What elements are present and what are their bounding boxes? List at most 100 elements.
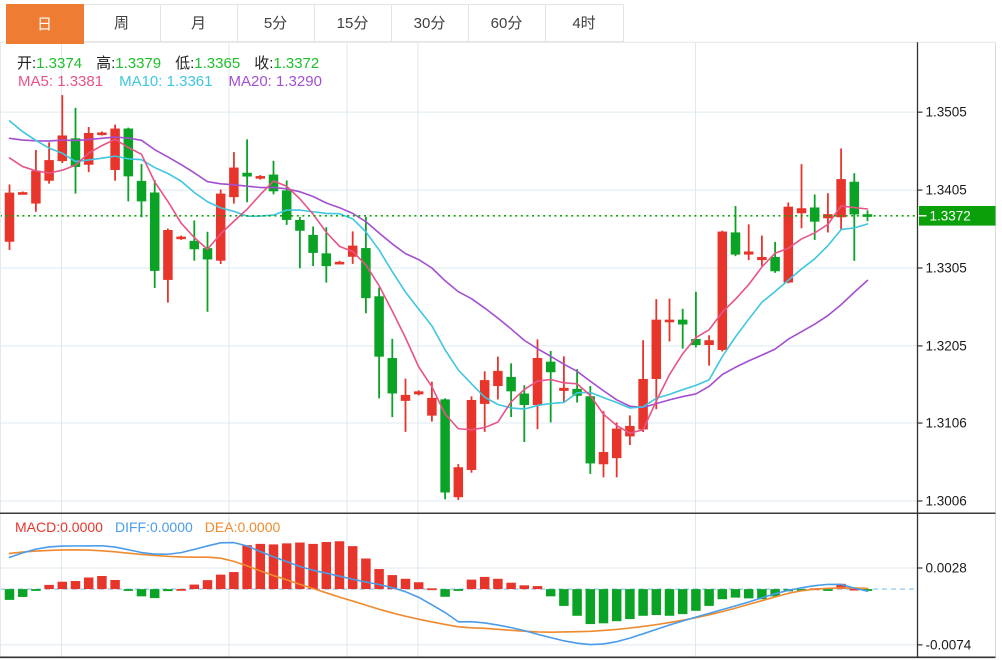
ma10-line bbox=[8, 120, 869, 410]
ma10-readout: MA10: 1.3361 bbox=[119, 73, 213, 90]
candle-body bbox=[176, 236, 186, 240]
candle-body bbox=[519, 393, 530, 405]
candle-body bbox=[440, 399, 450, 493]
tab-5min[interactable]: 5分 bbox=[238, 4, 315, 41]
candle-body bbox=[110, 128, 120, 170]
macd-bar bbox=[849, 588, 860, 591]
candle-body bbox=[255, 176, 266, 179]
candle-body bbox=[585, 396, 596, 464]
candle-body bbox=[97, 132, 107, 136]
candle-body bbox=[387, 358, 398, 394]
macd-bar bbox=[532, 586, 543, 590]
diff-readout: DIFF:0.0000 bbox=[114, 519, 193, 535]
candle-body bbox=[163, 229, 173, 280]
candle-body bbox=[123, 128, 134, 177]
high-readout: 高:1.3379 bbox=[96, 55, 162, 72]
candle-body bbox=[704, 340, 714, 346]
macd-bar bbox=[559, 589, 569, 606]
candle-body bbox=[189, 240, 200, 250]
candle-body bbox=[202, 248, 213, 260]
macd-bar bbox=[17, 589, 28, 597]
macd-bar bbox=[31, 589, 41, 591]
ma-legend: MA5: 1.3381 MA10: 1.3361 MA20: 1.3290 bbox=[18, 73, 322, 90]
tab-month[interactable]: 月 bbox=[161, 4, 238, 41]
candle-body bbox=[493, 370, 503, 387]
current-price-tag bbox=[919, 205, 996, 226]
macd-bar bbox=[361, 558, 371, 590]
macd-bar bbox=[268, 544, 279, 590]
price-axis-label: 1.3006 bbox=[926, 493, 967, 508]
macd-bar bbox=[730, 589, 741, 598]
tab-15min[interactable]: 15分 bbox=[315, 4, 392, 41]
macd-bar bbox=[123, 589, 134, 591]
macd-bar bbox=[4, 589, 15, 600]
candle-body bbox=[466, 399, 477, 470]
price-axis-label: 1.3505 bbox=[926, 105, 967, 120]
candle-body bbox=[83, 132, 94, 165]
dea-readout: DEA:0.0000 bbox=[204, 519, 281, 535]
candle-body bbox=[4, 192, 15, 242]
candle-body bbox=[770, 256, 780, 272]
candle-body bbox=[638, 378, 648, 430]
candle-body bbox=[717, 231, 728, 350]
macd-bar bbox=[229, 572, 239, 590]
tab-30min[interactable]: 30分 bbox=[392, 4, 469, 41]
price-axis-label: 1.3405 bbox=[926, 183, 967, 198]
candle-body bbox=[611, 428, 622, 459]
tab-4hour[interactable]: 4时 bbox=[572, 15, 596, 33]
macd-bar bbox=[545, 589, 556, 597]
candle-body bbox=[215, 193, 226, 261]
ohlc-legend: 开:1.3374 高:1.3379 低:1.3365 收:1.3372 bbox=[17, 52, 319, 73]
candle-body bbox=[836, 179, 846, 218]
ma5-readout: MA5: 1.3381 bbox=[18, 73, 104, 90]
macd-bar bbox=[453, 589, 464, 591]
tab-day[interactable]: 日 bbox=[5, 3, 84, 44]
candle-body bbox=[229, 167, 239, 198]
macd-bar bbox=[321, 542, 332, 590]
candle-body bbox=[559, 387, 569, 391]
dea-line bbox=[8, 549, 869, 633]
diff-line bbox=[8, 541, 869, 646]
macd-bar bbox=[757, 589, 767, 600]
candle-body bbox=[321, 253, 332, 267]
candle-body bbox=[308, 234, 318, 253]
macd-bar bbox=[572, 589, 582, 616]
macd-bar bbox=[743, 589, 754, 599]
macd-bar bbox=[506, 582, 516, 590]
macd-bar bbox=[651, 589, 662, 616]
macd-bar bbox=[136, 589, 147, 597]
candle-body bbox=[479, 380, 490, 404]
tab-week[interactable]: 周 bbox=[84, 4, 161, 41]
candle-body bbox=[281, 190, 292, 220]
macd-bar bbox=[585, 589, 596, 625]
candle-body bbox=[427, 397, 437, 416]
candle-body bbox=[400, 394, 411, 401]
candle-body bbox=[757, 256, 767, 261]
macd-readout: MACD:0.0000 bbox=[15, 519, 103, 535]
macd-bar bbox=[717, 589, 728, 600]
candle-body bbox=[625, 425, 635, 437]
candle-body bbox=[31, 170, 41, 204]
candle-body bbox=[295, 219, 305, 231]
macd-bar bbox=[598, 589, 609, 624]
tab-60min[interactable]: 60分 bbox=[469, 4, 546, 41]
macd-bar bbox=[862, 589, 873, 591]
candle-body bbox=[545, 361, 556, 373]
candle-body bbox=[361, 248, 371, 299]
macd-bar bbox=[519, 585, 530, 590]
macd-bar bbox=[400, 578, 411, 590]
macd-bar bbox=[625, 589, 635, 620]
candle-body bbox=[413, 391, 424, 395]
ma20-line bbox=[8, 136, 869, 409]
macd-bar bbox=[374, 569, 384, 590]
macd-bar bbox=[638, 589, 648, 616]
candle-body bbox=[334, 261, 345, 265]
price-axis-label: 1.3305 bbox=[926, 260, 967, 275]
macd-bar bbox=[611, 589, 622, 622]
macd-bar bbox=[255, 543, 266, 590]
macd-bar bbox=[347, 546, 358, 590]
macd-bar bbox=[281, 543, 292, 590]
candle-body bbox=[862, 214, 873, 217]
candle-body bbox=[691, 338, 701, 346]
